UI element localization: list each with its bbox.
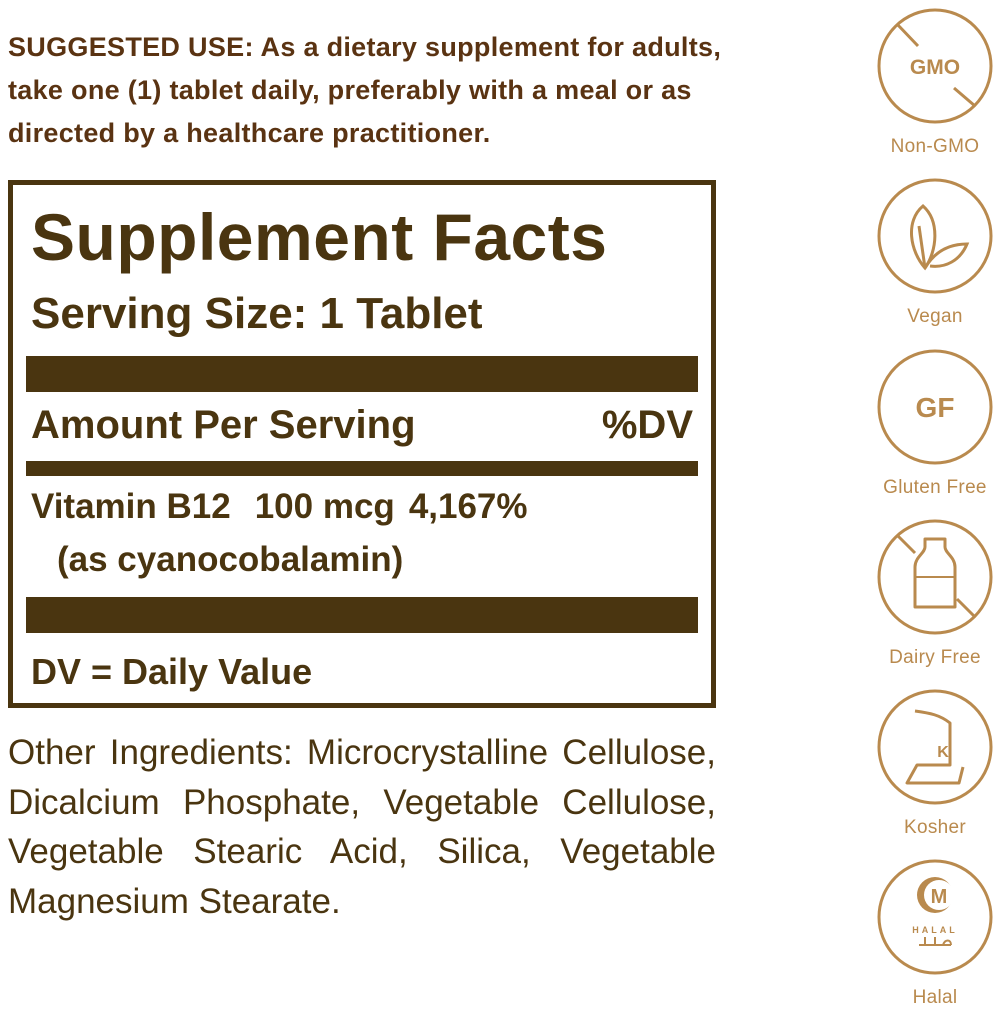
badge-dairy-free: Dairy Free <box>875 517 995 669</box>
halal-icon: M HALAL <box>877 859 993 975</box>
thick-divider <box>26 597 698 633</box>
amount-header-row: Amount Per Serving %DV <box>31 403 693 448</box>
dv-footnote: DV = Daily Value <box>31 651 313 692</box>
nutrient-dv: 4,167% <box>408 487 528 526</box>
badge-label: Kosher <box>903 817 966 838</box>
svg-text:HALAL: HALAL <box>912 925 958 935</box>
gluten-free-icon: GF <box>877 349 993 465</box>
nutrient-name: Vitamin B12 <box>31 487 231 526</box>
nutrient-amount: 100 mcg <box>254 487 395 526</box>
facts-title: Supplement Facts <box>31 200 608 274</box>
kosher-icon: K <box>877 689 993 805</box>
svg-text:GMO: GMO <box>910 56 960 79</box>
badge-label: Non-GMO <box>890 136 980 157</box>
nutrient-form: (as cyanocobalamin) <box>57 540 404 579</box>
suggested-use: SUGGESTED USE: As a dietary supplement f… <box>8 32 722 148</box>
supplement-facts-panel: Supplement Facts Serving Size: 1 Tablet … <box>8 180 716 708</box>
nutrient-row: Vitamin B12 100 mcg 4,167% <box>31 487 528 527</box>
svg-text:M: M <box>931 886 948 908</box>
badge-label: Halal <box>912 987 958 1008</box>
svg-text:K: K <box>937 744 949 761</box>
badge-label: Dairy Free <box>889 647 981 668</box>
badge-non-gmo: GMO Non-GMO <box>875 6 995 158</box>
badge-vegan: Vegan <box>875 176 995 328</box>
non-gmo-icon: GMO <box>877 8 993 124</box>
serving-size: Serving Size: 1 Tablet <box>31 289 483 338</box>
amount-per-serving-header: Amount Per Serving <box>31 403 416 447</box>
svg-text:GF: GF <box>916 392 955 423</box>
dv-header: %DV <box>601 403 693 447</box>
badge-gluten-free: GF Gluten Free <box>875 347 995 499</box>
badge-kosher: K Kosher <box>875 687 995 839</box>
badge-label: Vegan <box>907 306 963 327</box>
badge-label: Gluten Free <box>883 477 987 498</box>
leaf-icon <box>877 178 993 294</box>
milk-bottle-crossed-icon <box>877 519 993 635</box>
thick-divider <box>26 356 698 392</box>
badge-halal: M HALAL Halal <box>875 857 995 1009</box>
divider <box>26 461 698 476</box>
other-ingredients: Other Ingredients: Microcrystalline Cell… <box>8 733 716 921</box>
